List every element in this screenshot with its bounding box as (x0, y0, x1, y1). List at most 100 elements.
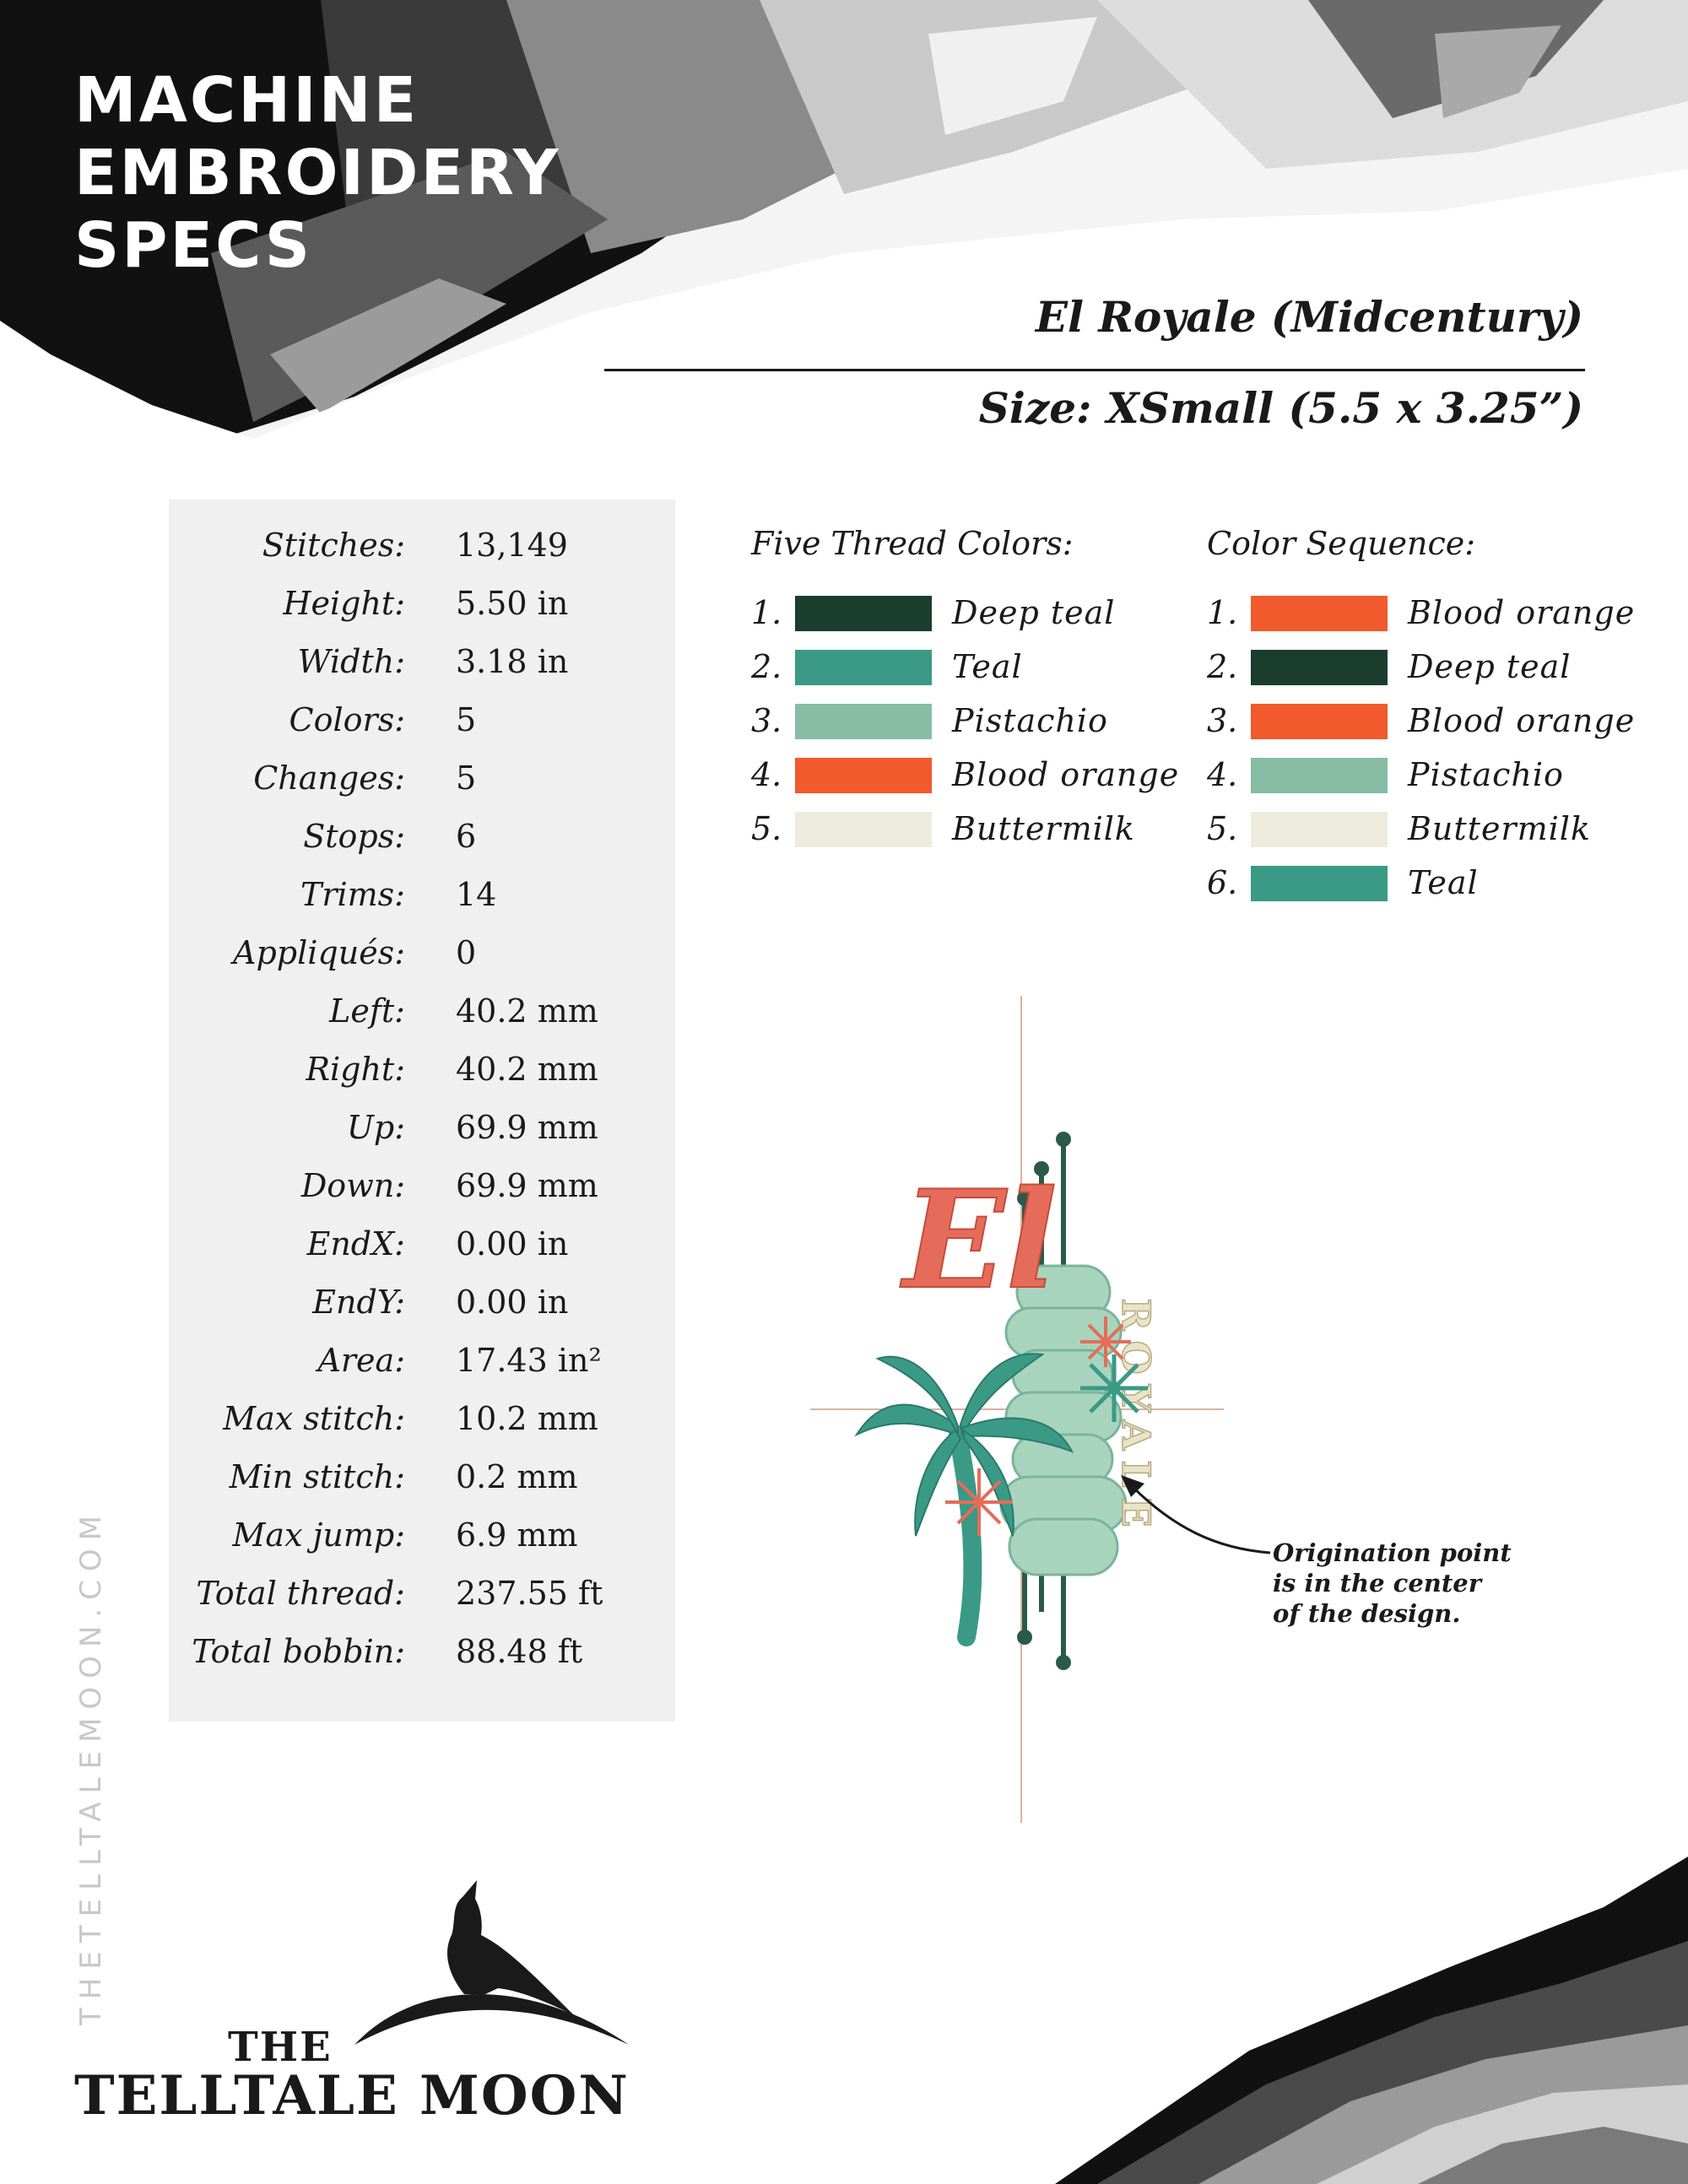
thread-color-row: 3. Blood orange (1207, 694, 1634, 748)
thread-color-name: Blood orange (952, 756, 1180, 793)
callout-line-1: Origination point (1273, 1538, 1512, 1567)
spec-row: Area: 17.43 in² (169, 1332, 675, 1390)
spec-row: Max jump: 6.9 mm (169, 1506, 675, 1565)
thread-color-name: Pistachio (952, 702, 1108, 739)
spec-label: EndY: (312, 1284, 405, 1321)
spec-label: Right: (306, 1051, 405, 1088)
spec-row: Colors: 5 (169, 691, 675, 749)
design-name: El Royale (Midcentury) (1035, 292, 1583, 342)
color-sequence-heading: Color Sequence: (1207, 525, 1476, 562)
thread-color-swatch (795, 812, 932, 847)
spec-value: 5 (456, 701, 477, 738)
spec-row: Max stitch: 10.2 mm (169, 1390, 675, 1448)
spec-label: Max stitch: (223, 1400, 405, 1437)
thread-color-name: Teal (952, 648, 1023, 685)
spec-label: Area: (317, 1342, 405, 1379)
brand-name: TELLTALE MOON (74, 2064, 630, 2127)
spec-label: Appliqués: (233, 934, 405, 971)
thread-number: 5. (1207, 810, 1238, 847)
spec-value: 69.9 mm (456, 1109, 598, 1146)
thread-number: 3. (1207, 702, 1238, 739)
thread-color-row: 1. Deep teal (751, 586, 1156, 640)
thread-number: 3. (751, 702, 782, 739)
thread-color-swatch (1251, 650, 1388, 685)
spec-value: 237.55 ft (456, 1575, 603, 1612)
callout-arrow (1121, 1475, 1271, 1554)
thread-color-row: 4. Blood orange (751, 748, 1178, 802)
spec-label: Colors: (289, 701, 405, 738)
spec-label: Total bobbin: (192, 1633, 405, 1670)
spec-row: Up: 69.9 mm (169, 1099, 675, 1157)
spec-label: Down: (300, 1167, 405, 1204)
spec-row: EndX: 0.00 in (169, 1215, 675, 1273)
thread-color-swatch (1251, 596, 1388, 631)
thread-number: 6. (1207, 864, 1238, 901)
title-line-1: Machine (74, 64, 419, 137)
spec-value: 40.2 mm (456, 992, 598, 1030)
thread-color-swatch (1251, 812, 1388, 847)
thread-color-name: Blood orange (1408, 594, 1636, 631)
thread-colors-heading: Five Thread Colors: (751, 525, 1074, 562)
title-line-3: Specs (74, 209, 313, 282)
spec-row: Stops: 6 (169, 808, 675, 866)
origination-callout: Origination point is in the center of th… (1273, 1538, 1512, 1629)
spec-value: 6.9 mm (456, 1516, 578, 1554)
spec-value: 0.2 mm (456, 1458, 578, 1495)
thread-number: 2. (1207, 648, 1238, 685)
spec-label: Min stitch: (229, 1458, 405, 1495)
thread-color-swatch (795, 596, 932, 631)
spec-value: 14 (456, 876, 497, 913)
page-title: Machine Embroidery Specs (74, 64, 561, 282)
spec-label: Changes: (253, 760, 405, 797)
spec-label: Left: (329, 992, 405, 1030)
design-preview: ROYALE El (810, 996, 1224, 1823)
header-divider (604, 369, 1585, 371)
thread-number: 1. (751, 594, 782, 631)
spec-row: Appliqués: 0 (169, 924, 675, 982)
thread-number: 4. (751, 756, 782, 793)
spec-value: 5 (456, 760, 477, 797)
thread-color-row: 2. Deep teal (1207, 640, 1612, 694)
spec-value: 0 (456, 934, 477, 971)
spec-row: Total bobbin: 88.48 ft (169, 1623, 675, 1681)
thread-color-name: Deep teal (1408, 648, 1572, 685)
spec-row: EndY: 0.00 in (169, 1273, 675, 1332)
thread-color-row: 4. Pistachio (1207, 748, 1612, 802)
spec-row: Down: 69.9 mm (169, 1157, 675, 1215)
spec-row: Width: 3.18 in (169, 633, 675, 691)
thread-color-row: 3. Pistachio (751, 694, 1156, 748)
thread-color-swatch (795, 650, 932, 685)
specs-panel: Stitches: 13,149 Height: 5.50 in Width: 3.18 … (169, 500, 675, 1722)
spec-label: Width: (297, 643, 405, 680)
spec-row: Left: 40.2 mm (169, 982, 675, 1041)
thread-number: 5. (751, 810, 782, 847)
thread-color-name: Teal (1408, 864, 1479, 901)
thread-color-name: Buttermilk (1408, 810, 1591, 847)
thread-number: 2. (751, 648, 782, 685)
spec-label: EndX: (306, 1225, 405, 1262)
website-url: THETELLTALEMOON.COM (74, 1506, 108, 2025)
thread-number: 1. (1207, 594, 1238, 631)
thread-color-swatch (1251, 866, 1388, 901)
thread-color-swatch (795, 758, 932, 793)
spec-row: Min stitch: 0.2 mm (169, 1448, 675, 1506)
thread-color-row: 5. Buttermilk (1207, 802, 1612, 856)
spec-row: Stitches: 13,149 (169, 516, 675, 575)
spec-label: Trims: (300, 876, 405, 913)
thread-color-swatch (1251, 704, 1388, 739)
spec-label: Up: (346, 1109, 405, 1146)
spec-value: 3.18 in (456, 643, 569, 680)
thread-color-name: Pistachio (1408, 756, 1564, 793)
callout-line-2: is in the center (1273, 1569, 1481, 1597)
spec-label: Height: (283, 585, 405, 622)
spec-row: Total thread: 237.55 ft (169, 1565, 675, 1623)
spec-row: Right: 40.2 mm (169, 1041, 675, 1099)
thread-color-name: Buttermilk (952, 810, 1135, 847)
script-text: El (900, 1160, 1058, 1319)
raven-moon-logo (354, 1880, 629, 2045)
thread-color-row: 5. Buttermilk (751, 802, 1156, 856)
spec-label: Stitches: (262, 527, 405, 564)
sign-text: ROYALE (1113, 1298, 1159, 1537)
design-size: Size: XSmall (5.5 x 3.25”) (978, 383, 1583, 433)
